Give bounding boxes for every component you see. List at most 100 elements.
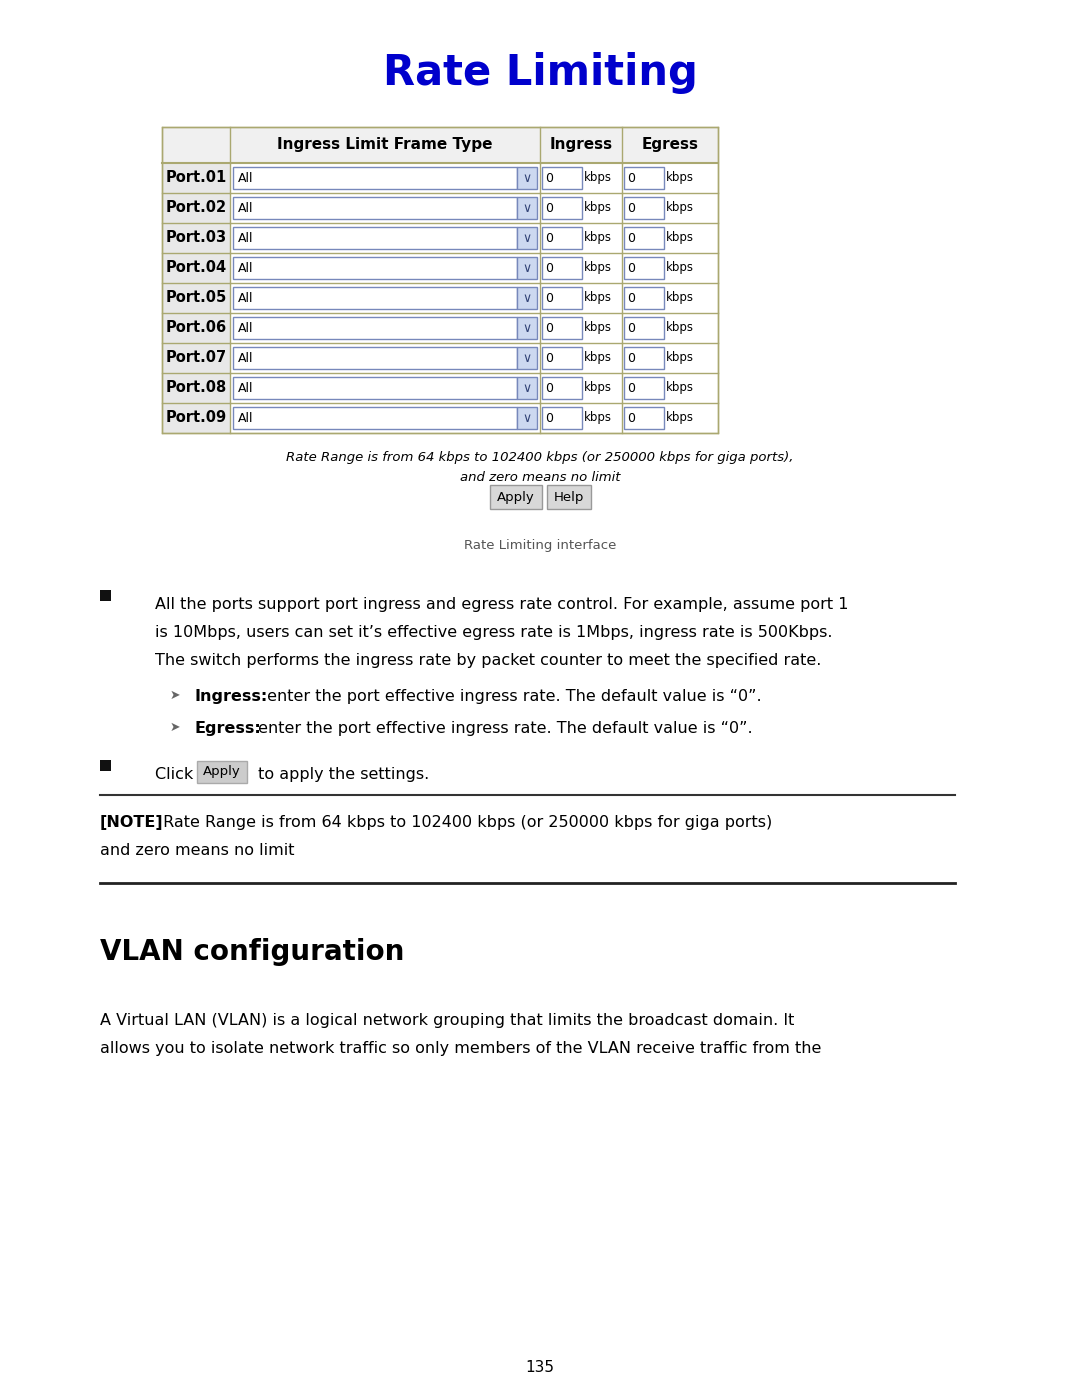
Text: Port.03: Port.03	[165, 231, 227, 246]
Text: Port.09: Port.09	[165, 411, 227, 426]
Text: enter the port effective ingress rate. The default value is “0”.: enter the port effective ingress rate. T…	[262, 689, 761, 704]
Bar	[162, 284, 230, 313]
Bar	[490, 485, 542, 509]
Bar	[162, 253, 230, 284]
Text: ∨: ∨	[523, 381, 531, 394]
Text: Help: Help	[554, 490, 584, 503]
Bar	[517, 168, 537, 189]
Bar	[162, 373, 230, 402]
Bar	[624, 346, 664, 369]
Text: The switch performs the ingress rate by packet counter to meet the specified rat: The switch performs the ingress rate by …	[156, 652, 822, 668]
Text: kbps: kbps	[584, 232, 612, 244]
Bar	[542, 197, 582, 219]
Bar	[233, 226, 517, 249]
Text: 0: 0	[627, 381, 635, 394]
Text: kbps: kbps	[666, 381, 694, 394]
Text: kbps: kbps	[584, 352, 612, 365]
Bar	[624, 377, 664, 400]
Text: All: All	[238, 261, 254, 274]
Text: kbps: kbps	[666, 201, 694, 215]
Text: Rate Range is from 64 kbps to 102400 kbps (or 250000 kbps for giga ports),: Rate Range is from 64 kbps to 102400 kbp…	[286, 451, 794, 464]
Bar	[624, 407, 664, 429]
Text: 0: 0	[545, 321, 553, 334]
Text: and zero means no limit: and zero means no limit	[100, 842, 295, 858]
Text: Port.04: Port.04	[165, 260, 227, 275]
Bar	[233, 377, 517, 400]
Text: Ingress: Ingress	[550, 137, 612, 152]
Text: Port.07: Port.07	[165, 351, 227, 366]
Bar	[162, 344, 230, 373]
Text: kbps: kbps	[584, 201, 612, 215]
Text: Egress:: Egress:	[195, 721, 261, 736]
Text: kbps: kbps	[584, 172, 612, 184]
Text: kbps: kbps	[666, 172, 694, 184]
Text: 0: 0	[627, 292, 635, 305]
Text: kbps: kbps	[666, 352, 694, 365]
Text: Apply: Apply	[203, 766, 241, 778]
Text: Port.02: Port.02	[165, 201, 227, 215]
Text: VLAN configuration: VLAN configuration	[100, 937, 404, 965]
Text: kbps: kbps	[666, 261, 694, 274]
Text: kbps: kbps	[666, 321, 694, 334]
Bar	[517, 317, 537, 339]
Text: ∨: ∨	[523, 412, 531, 425]
Text: All: All	[238, 352, 254, 365]
Text: 0: 0	[627, 412, 635, 425]
Bar	[162, 313, 230, 344]
Text: All: All	[238, 172, 254, 184]
Bar	[517, 346, 537, 369]
Text: 0: 0	[627, 232, 635, 244]
Text: 135: 135	[526, 1359, 554, 1375]
Text: All: All	[238, 232, 254, 244]
Text: 0: 0	[627, 201, 635, 215]
Text: 0: 0	[627, 261, 635, 274]
Text: 0: 0	[545, 352, 553, 365]
Text: 0: 0	[545, 232, 553, 244]
Bar	[162, 127, 718, 163]
Text: Ingress Limit Frame Type: Ingress Limit Frame Type	[278, 137, 492, 152]
Bar	[517, 286, 537, 309]
Text: 0: 0	[545, 292, 553, 305]
Bar	[100, 760, 111, 771]
Text: [NOTE]: [NOTE]	[100, 814, 164, 830]
Text: is 10Mbps, users can set it’s effective egress rate is 1Mbps, ingress rate is 50: is 10Mbps, users can set it’s effective …	[156, 624, 833, 640]
Bar	[100, 590, 111, 601]
Text: enter the port effective ingress rate. The default value is “0”.: enter the port effective ingress rate. T…	[253, 721, 753, 736]
Text: ∨: ∨	[523, 232, 531, 244]
Bar	[542, 286, 582, 309]
Bar	[542, 226, 582, 249]
Text: 0: 0	[545, 381, 553, 394]
Text: Ingress:: Ingress:	[195, 689, 268, 704]
Bar	[624, 257, 664, 279]
Text: ∨: ∨	[523, 172, 531, 184]
Text: and zero means no limit: and zero means no limit	[460, 471, 620, 483]
Text: Rate Limiting: Rate Limiting	[382, 52, 698, 94]
Bar	[162, 402, 230, 433]
Text: Port.01: Port.01	[165, 170, 227, 186]
Text: All: All	[238, 381, 254, 394]
Bar	[542, 346, 582, 369]
Bar	[624, 197, 664, 219]
Bar	[162, 163, 230, 193]
Text: Port.06: Port.06	[165, 320, 227, 335]
Text: kbps: kbps	[584, 412, 612, 425]
Text: kbps: kbps	[666, 412, 694, 425]
Text: All: All	[238, 412, 254, 425]
Text: kbps: kbps	[666, 232, 694, 244]
Bar	[233, 407, 517, 429]
Text: All: All	[238, 321, 254, 334]
Text: All: All	[238, 201, 254, 215]
Bar	[162, 127, 718, 433]
Text: Egress: Egress	[642, 137, 699, 152]
Text: All the ports support port ingress and egress rate control. For example, assume : All the ports support port ingress and e…	[156, 597, 849, 612]
Text: ∨: ∨	[523, 292, 531, 305]
Bar	[624, 286, 664, 309]
Text: 0: 0	[545, 201, 553, 215]
Bar	[542, 407, 582, 429]
Text: ∨: ∨	[523, 352, 531, 365]
Bar	[233, 197, 517, 219]
Bar	[542, 317, 582, 339]
Bar	[197, 761, 247, 782]
Bar	[162, 193, 230, 224]
Bar	[542, 257, 582, 279]
